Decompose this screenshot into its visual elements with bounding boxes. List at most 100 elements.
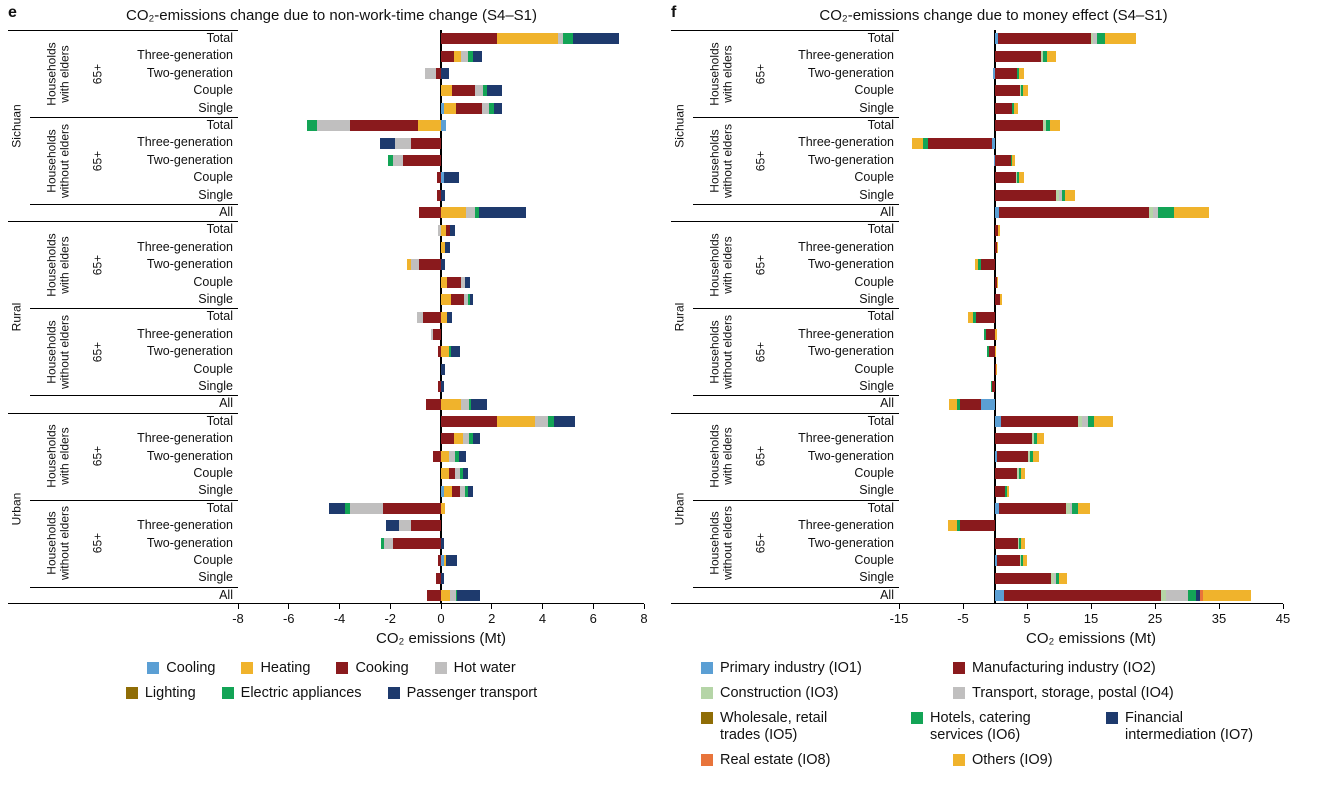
bar-segment-hot_water [463, 294, 468, 306]
bar-segment-io6 [1018, 468, 1021, 480]
bar-segment-passenger_transport [447, 311, 453, 323]
legend-swatch-io8 [701, 754, 713, 767]
legend-item-heating: Heating [241, 660, 310, 677]
bar-segment-io2 [998, 503, 1067, 514]
bar-segment-hot_water [466, 207, 476, 219]
legend-item-io7: Financial intermediation (IO7) [1106, 710, 1253, 744]
bar-segment-io6 [1188, 590, 1196, 601]
group-separator [693, 499, 899, 501]
row-label-couple: Couple [854, 466, 894, 480]
bar-segment-passenger_transport [441, 537, 444, 549]
x-tick-label: -2 [384, 611, 397, 626]
bar-segment-io1 [992, 137, 995, 149]
bar-segment-io2 [995, 433, 1033, 445]
bar-segment-io4 [1153, 207, 1159, 219]
bar-segment-io9 [1012, 155, 1016, 166]
bar-segment-io3 [1017, 468, 1019, 480]
legend-label-io3: Construction (IO3) [720, 685, 839, 702]
bar-segment-io9 [1174, 207, 1210, 219]
bar-segment-io7 [1195, 590, 1200, 601]
row-label-all: All [880, 396, 894, 411]
bar-segment-electric_appliances [562, 33, 573, 45]
bar-segment-heating [443, 102, 457, 114]
bar-segment-heating [496, 416, 535, 427]
bar-segment-cooking [349, 120, 419, 132]
bar-segment-io6 [991, 381, 992, 393]
x-tick-label: -8 [232, 611, 244, 626]
bar-segment-cooking [402, 155, 441, 166]
row-label-single: Single [859, 379, 894, 393]
bar-segment-electric_appliances [460, 468, 463, 480]
group-separator [30, 308, 238, 310]
legend-item-cooking: Cooking [336, 660, 409, 677]
age-label: 65+ [753, 254, 768, 276]
bar-segment-io9 [1105, 33, 1136, 45]
group-label: Households with elders [43, 233, 71, 297]
panel-f-title: CO₂-emissions change due to money effect… [819, 7, 1168, 24]
bar-segment-io6 [1019, 537, 1022, 549]
row-label-single: Single [859, 100, 894, 115]
x-tick-label: -4 [333, 611, 346, 626]
bar-segment-io9 [995, 346, 997, 358]
panel-e-letter: e [8, 4, 17, 21]
bar-segment-cooking [435, 68, 441, 79]
row-label-three-generation: Three-generation [798, 431, 894, 446]
bar-segment-cooling [441, 120, 447, 132]
legend-swatch-io2 [953, 662, 965, 674]
bar-segment-io2 [991, 381, 995, 393]
row-label-all: All [219, 396, 233, 411]
legend-row: Real estate (IO8) Others (IO9) [701, 752, 1316, 769]
bar-segment-io9 [974, 259, 979, 271]
bar-segment-io2 [960, 398, 981, 410]
bar-segment-io2 [995, 468, 1018, 480]
bar-segment-io2 [995, 85, 1020, 97]
bar-segment-hot_water [461, 50, 468, 62]
bar-segment-io2 [959, 520, 995, 532]
bar-segment-io1 [995, 207, 999, 219]
row-label-two-generation: Two-generation [146, 448, 233, 463]
bar-segment-io3 [1043, 120, 1046, 132]
bar-segment-io2 [995, 172, 1017, 184]
bar-segment-io4 [1053, 572, 1056, 584]
bar-segment-io4 [1165, 590, 1189, 601]
legend-label-hot_water: Hot water [453, 660, 516, 676]
legend-item-io6: Hotels, catering services (IO6) [911, 710, 1106, 744]
bar-segment-hot_water [424, 68, 436, 79]
x-tick-label: -5 [957, 611, 969, 626]
group-label: Households with elders [43, 424, 71, 488]
legend-label-io6: Hotels, catering services (IO6) [930, 710, 1031, 744]
bar-segment-cooking [410, 137, 441, 149]
bar-segment-io2 [995, 363, 997, 375]
bar-segment-io6 [972, 311, 976, 323]
bar-segment-io9 [1065, 189, 1075, 201]
bar-segment-heating [453, 50, 462, 62]
group-label: Households with elders [706, 41, 734, 106]
group-separator [693, 308, 899, 310]
row-label-three-generation: Three-generation [798, 326, 894, 341]
bar-segment-heating [441, 398, 462, 410]
row-label-all: All [880, 205, 894, 219]
bar-segment-io1 [995, 590, 1004, 601]
legend-swatch-io1 [701, 662, 713, 674]
bar-segment-passenger_transport [441, 572, 444, 584]
bar-segment-cooling [441, 555, 444, 567]
row-label-two-generation: Two-generation [807, 65, 894, 80]
x-tick-label: 6 [589, 611, 597, 626]
bar-segment-io6 [1072, 503, 1078, 514]
bar-segment-passenger_transport [472, 50, 482, 62]
bar-segment-hot_water [460, 485, 466, 497]
bar-segment-io2 [995, 50, 1042, 62]
bar-segment-hot_water [416, 311, 424, 323]
bar-segment-io1 [995, 450, 997, 462]
bar-segment-cooking [435, 572, 441, 584]
x-tick-mark [389, 604, 391, 609]
bar-segment-electric_appliances [467, 50, 473, 62]
x-axis: -8 -6 -4 -2 0 2 4 6 8 CO₂ emissions (Mt) [8, 604, 648, 652]
bar-segment-heating [441, 450, 449, 462]
bar-segment-hot_water [383, 537, 393, 549]
legend-item-io2: Manufacturing industry (IO2) [953, 660, 1156, 677]
legend-label-io1: Primary industry (IO1) [720, 660, 862, 676]
bar-segment-io3 [1160, 590, 1166, 601]
bar-segment-io2 [995, 155, 1011, 166]
row-label-two-generation: Two-generation [146, 535, 233, 550]
